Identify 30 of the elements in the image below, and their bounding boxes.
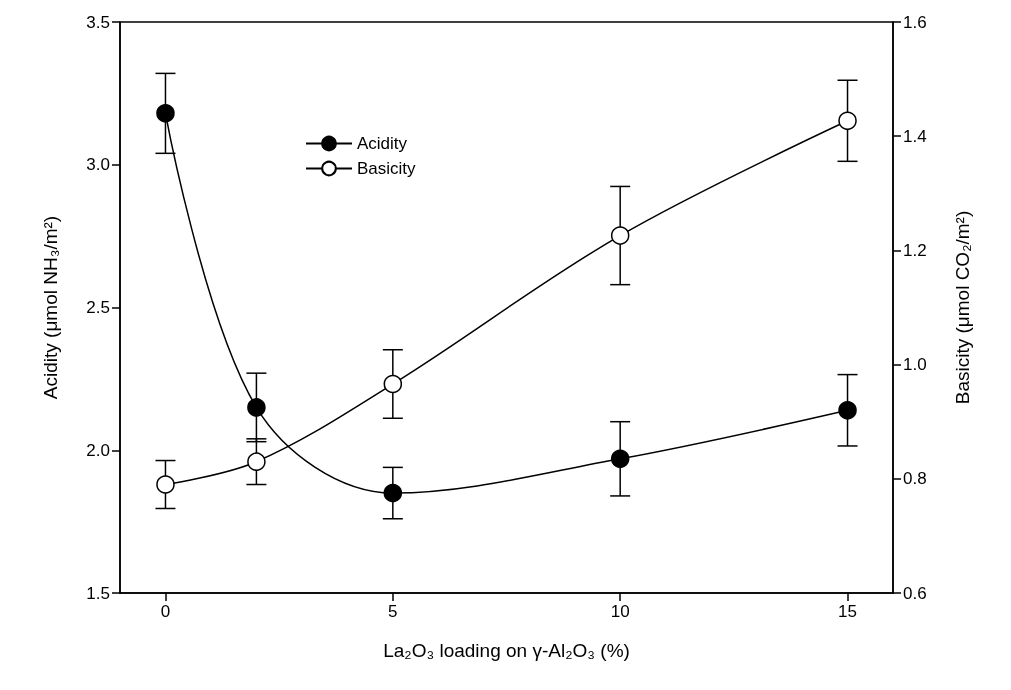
x-tick-label: 10 [610,602,630,621]
point [838,401,857,420]
y2-tick-label: 1.0 [903,355,927,375]
point [156,104,175,123]
point [610,449,630,469]
point [383,483,403,503]
point [247,452,266,471]
x-tick-label: 0 [160,602,171,621]
legend-label: Acidity [357,134,408,153]
y2-tick-label: 0.8 [903,469,927,489]
legend-label: Basicity [357,159,417,178]
point [247,398,266,417]
y-tick-label: 3.0 [86,155,110,175]
y-tick-label: 3.5 [86,12,110,32]
y2-tick-label: 1.6 [903,12,927,32]
x-axis-title: La₂O₃ loading on γ-Al₂O₃ (%) [383,640,630,661]
y-tick-label: 2.0 [86,440,110,460]
point [156,475,175,494]
y-tick-label: 1.5 [86,583,110,603]
y2-tick-label: 1.2 [903,240,927,260]
x-tick-label: 5 [388,602,398,621]
y2-tick-label: 0.6 [903,583,927,603]
y2-axis-title: Basicity (μmol CO₂/m²) [952,210,973,405]
y2-tick-label: 1.4 [903,126,927,146]
point [610,226,630,245]
x-tick-label: 15 [838,602,857,621]
y-tick-label: 2.5 [86,298,110,317]
y-axis-title: Acidity (μmol NH₃/m²) [40,215,61,400]
point [838,111,857,131]
point [383,374,403,394]
